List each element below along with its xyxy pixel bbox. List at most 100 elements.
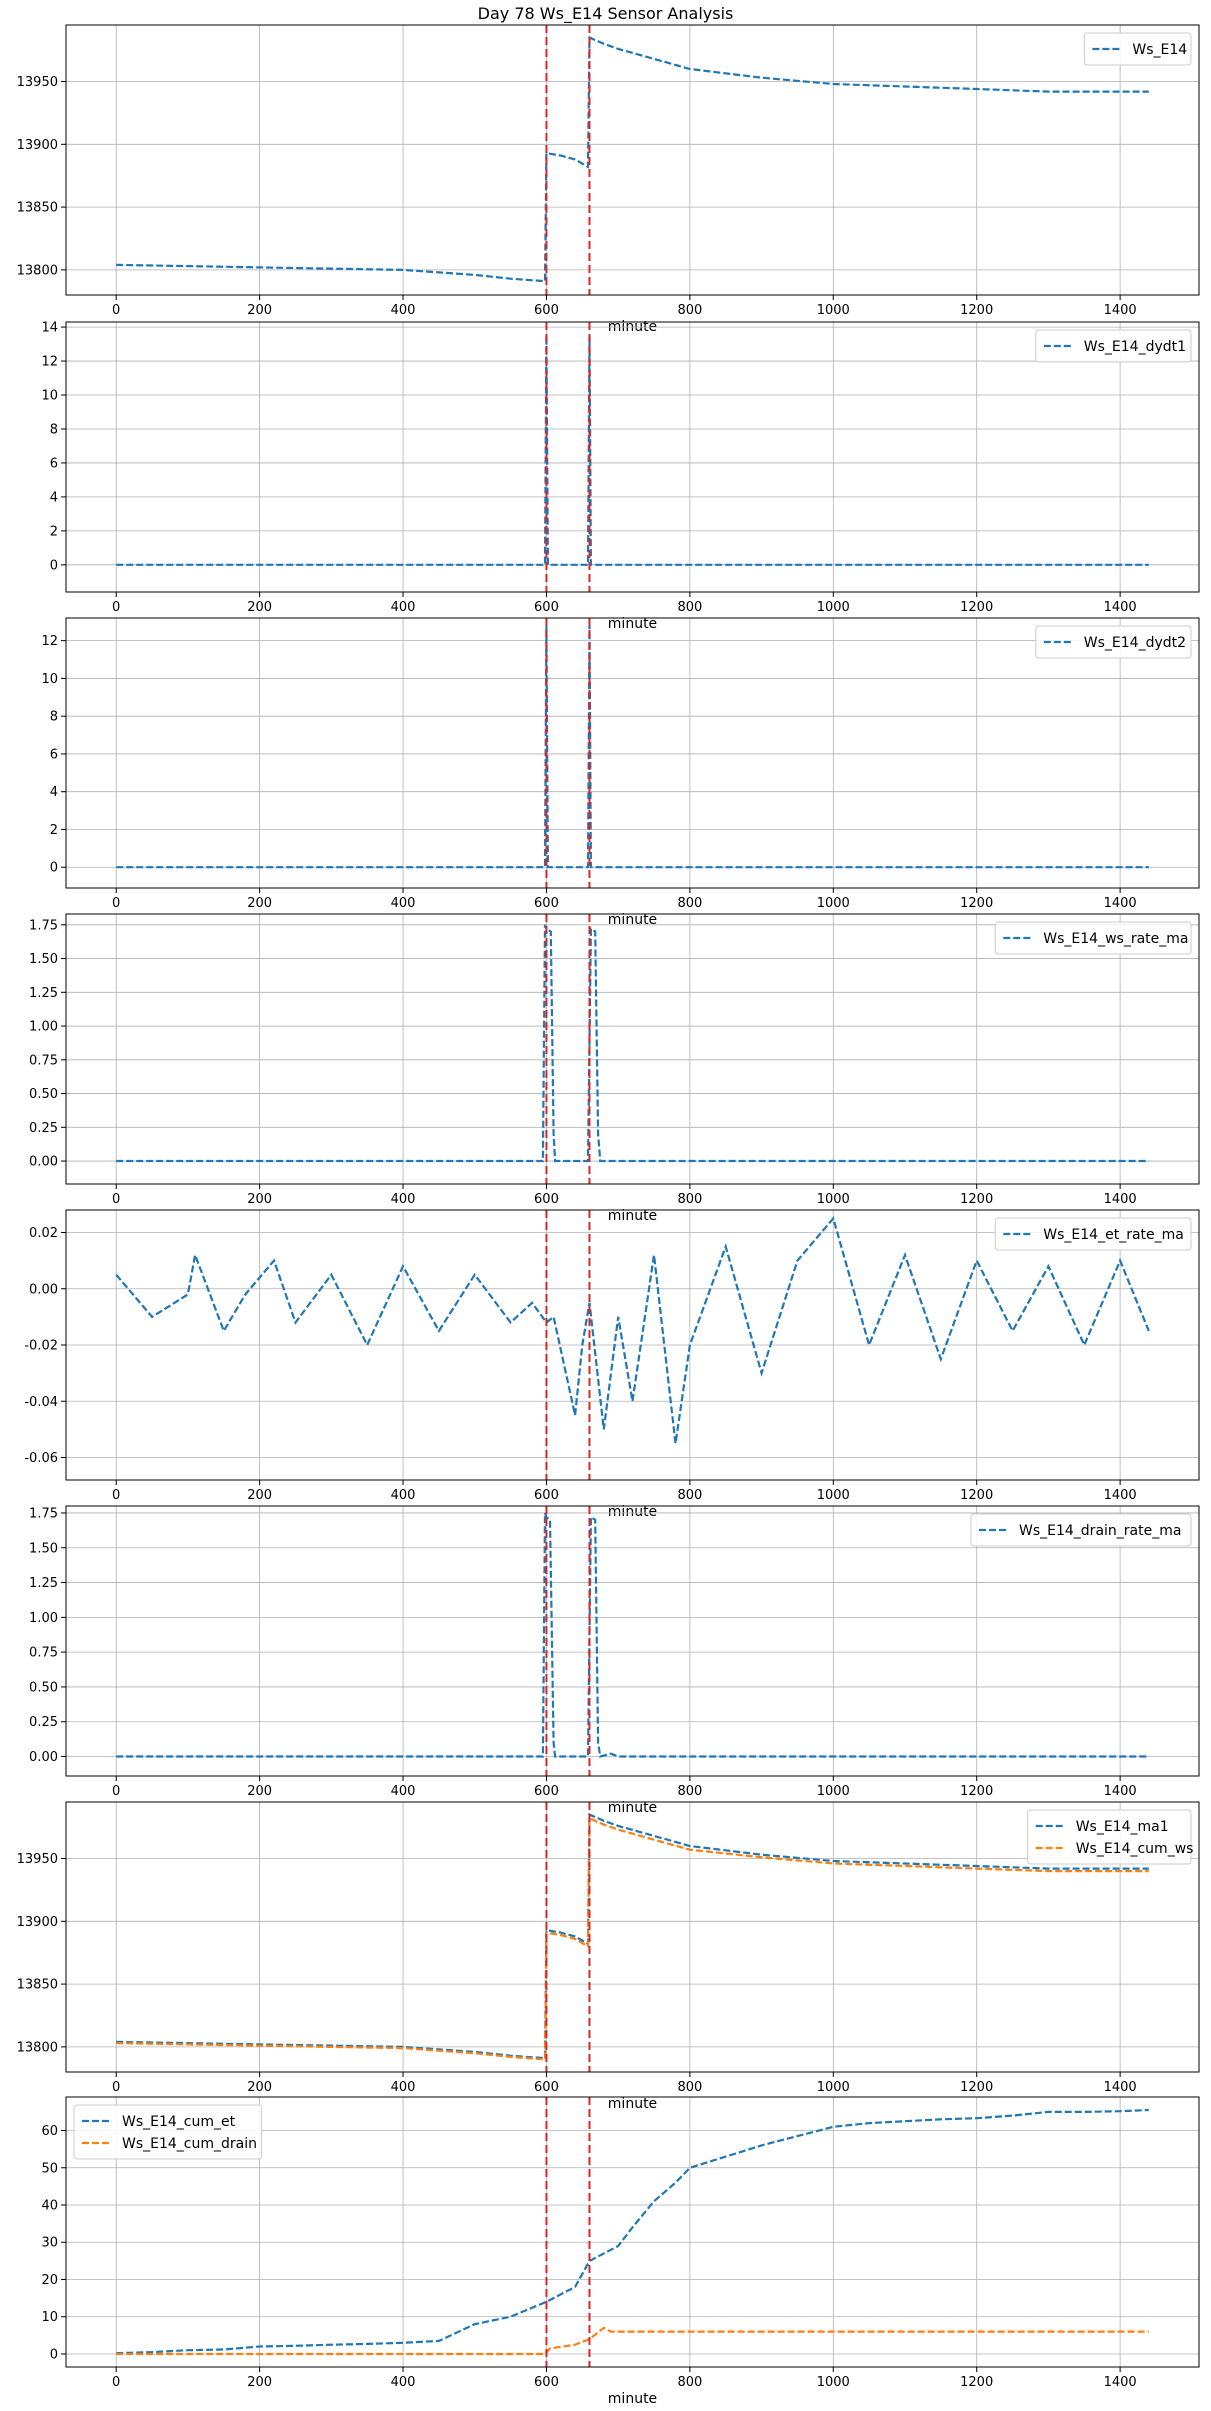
x-tick-label: 200 (247, 1488, 272, 1503)
y-tick-label: 0.02 (29, 1226, 58, 1241)
x-tick-label: 1400 (1104, 1192, 1137, 1207)
y-tick-label: 6 (50, 747, 58, 762)
x-tick-label: 800 (677, 600, 702, 615)
y-tick-label: 1.25 (29, 1576, 58, 1591)
y-tick-label: 0.25 (29, 1121, 58, 1136)
x-tick-label: 600 (534, 2080, 559, 2095)
y-tick-label: 12 (41, 355, 58, 370)
legend-entry-label: Ws_E14 (1132, 42, 1187, 58)
x-tick-label: 1200 (960, 600, 993, 615)
x-tick-label: 1200 (960, 303, 993, 318)
y-tick-label: 50 (41, 2161, 58, 2176)
x-tick-label: 0 (112, 1488, 120, 1503)
y-tick-label: 10 (41, 672, 58, 687)
x-tick-label: 1000 (817, 303, 850, 318)
legend-entry-label: Ws_E14_cum_et (122, 2114, 236, 2130)
x-axis-label: minute (608, 2391, 657, 2407)
subplot-6: 0 200 400 600 800 1000 1200 1400 0.00 0.25 0.50 0.7… (29, 1505, 1200, 1816)
x-tick-label: 0 (112, 2080, 120, 2095)
x-tick-label: 0 (112, 896, 120, 911)
series-line-ws-e14-ws-rate-ma (116, 924, 1149, 1163)
x-tick-label: 600 (534, 1784, 559, 1799)
x-tick-label: 400 (391, 600, 416, 615)
x-tick-label: 0 (112, 600, 120, 615)
x-tick-label: 1000 (817, 1488, 850, 1503)
y-tick-label: 2 (50, 823, 58, 838)
legend-entry-label: Ws_E14_cum_ws (1076, 1841, 1194, 1857)
subplot-1: 0 200 400 600 800 1000 1200 1400 13800 13850 13900… (17, 24, 1200, 335)
y-tick-label: 10 (41, 2310, 58, 2325)
x-tick-label: 600 (534, 600, 559, 615)
x-tick-label: 800 (677, 2375, 702, 2390)
y-tick-label: 13950 (17, 75, 58, 90)
x-tick-label: 600 (534, 1488, 559, 1503)
legend-box (970, 1513, 1192, 1547)
x-tick-label: 200 (247, 1784, 272, 1799)
subplot-5: 0 200 400 600 800 1000 1200 1400 -0.06 -0.04 -0.02… (24, 1209, 1200, 1520)
legend: Ws_E14_dydt2 (1035, 625, 1192, 659)
y-tick-label: 0.75 (29, 1646, 58, 1661)
x-tick-label: 1000 (817, 2080, 850, 2095)
subplot-8: 0 200 400 600 800 1000 1200 1400 0 10 20 30 40 50 60 mi… (41, 2096, 1200, 2407)
legend: Ws_E14_drain_rate_ma (970, 1513, 1192, 1547)
y-tick-label: 40 (41, 2199, 58, 2214)
x-axis-label: minute (608, 1800, 657, 1816)
x-tick-label: 1000 (817, 1192, 850, 1207)
series-line-ws-e14-cum-drain (116, 2326, 1149, 2356)
x-tick-label: 400 (391, 2080, 416, 2095)
y-tick-label: 13950 (17, 1852, 58, 1867)
x-tick-label: 200 (247, 2375, 272, 2390)
legend: Ws_E14 (1083, 32, 1192, 66)
y-tick-label: 1.00 (29, 1611, 58, 1626)
y-tick-label: 2 (50, 524, 58, 539)
x-tick-label: 1200 (960, 1488, 993, 1503)
y-tick-label: 8 (50, 422, 58, 437)
y-tick-label: 0.00 (29, 1282, 58, 1297)
legend-entry-label: Ws_E14_et_rate_ma (1043, 1227, 1184, 1243)
x-tick-label: 800 (677, 896, 702, 911)
y-tick-label: -0.02 (24, 1339, 58, 1354)
x-tick-label: 800 (677, 303, 702, 318)
y-tick-label: 8 (50, 710, 58, 725)
x-tick-label: 1400 (1104, 896, 1137, 911)
series-line-ws-e14 (116, 35, 1149, 283)
axes-frame (65, 913, 1200, 1185)
y-tick-label: 4 (50, 785, 58, 800)
x-tick-label: 800 (677, 1784, 702, 1799)
legend: Ws_E14_ws_rate_ma (994, 921, 1192, 955)
x-tick-label: 800 (677, 1488, 702, 1503)
x-axis-label: minute (608, 912, 657, 928)
subplot-4: 0 200 400 600 800 1000 1200 1400 0.00 0.25 0.50 0.7… (29, 913, 1200, 1224)
y-tick-label: 14 (41, 321, 58, 336)
x-tick-label: 1200 (960, 896, 993, 911)
y-tick-label: 13850 (17, 201, 58, 216)
axes-frame (65, 1505, 1200, 1777)
x-tick-label: 1400 (1104, 600, 1137, 615)
y-tick-label: 10 (41, 389, 58, 404)
x-tick-label: 0 (112, 303, 120, 318)
y-tick-label: 0.50 (29, 1087, 58, 1102)
x-tick-label: 1400 (1104, 1488, 1137, 1503)
series-line-ws-e14-dydt1 (116, 335, 1149, 566)
subplot-3: 0 200 400 600 800 1000 1200 1400 0 2 4 6 8 10 12 minute… (41, 617, 1200, 928)
legend-box (994, 921, 1192, 955)
series-line-ws-e14-ma1 (116, 1812, 1149, 2060)
x-tick-label: 1000 (817, 896, 850, 911)
legend-box (1083, 32, 1192, 66)
axes-frame (65, 2096, 1200, 2368)
axes-frame (65, 1801, 1200, 2073)
axes-frame (65, 24, 1200, 296)
axes-frame (65, 321, 1200, 593)
x-tick-label: 1400 (1104, 2080, 1137, 2095)
x-tick-label: 1000 (817, 1784, 850, 1799)
x-tick-label: 400 (391, 896, 416, 911)
legend-box (1027, 1809, 1192, 1865)
x-tick-label: 0 (112, 1192, 120, 1207)
y-tick-label: 4 (50, 490, 58, 505)
y-tick-label: 6 (50, 456, 58, 471)
x-tick-label: 1000 (817, 600, 850, 615)
y-tick-label: 12 (41, 634, 58, 649)
legend: Ws_E14_cum_et Ws_E14_cum_drain (73, 2104, 263, 2160)
legend-entry-label: Ws_E14_dydt2 (1084, 635, 1186, 651)
